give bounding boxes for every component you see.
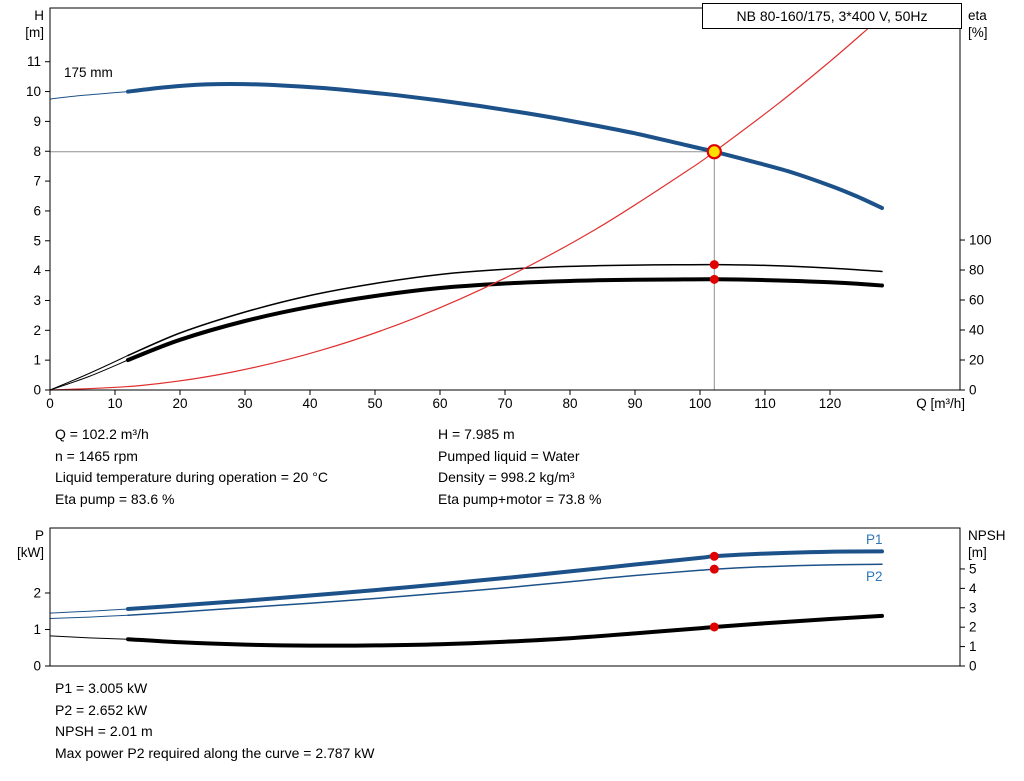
eta-pump-motor-point — [709, 274, 719, 284]
right-tick-label: 40 — [969, 323, 984, 338]
x-tick-label: 30 — [237, 396, 252, 411]
left-tick-label: 9 — [33, 114, 41, 129]
power-npsh-chart[interactable]: 0 1 2 0 1 2 3 4 5 P [kW] NPSH [m] P1 P2 — [17, 527, 1006, 674]
right-tick-label: 60 — [969, 293, 984, 308]
hq-eta-chart[interactable]: 0 10 20 30 40 50 60 70 80 90 100 110 120012345678910… — [25, 7, 992, 411]
x-tick-label: 0 — [46, 396, 54, 411]
pump-title-box: NB 80-160/175, 3*400 V, 50Hz — [702, 3, 962, 29]
info-flow: Q = 102.2 m³/h — [55, 426, 149, 442]
left-tick-label: 6 — [33, 203, 41, 218]
x-tick-label: 60 — [432, 396, 447, 411]
impeller-diameter-label: 175 mm — [64, 65, 113, 80]
p2-curve — [127, 563, 883, 617]
left-tick-label: 8 — [33, 144, 41, 159]
right-axis-title: [m] — [968, 545, 987, 560]
x-tick-label: 90 — [627, 396, 642, 411]
eta-pump-motor-curve — [126, 277, 884, 362]
right-tick-label: 1 — [969, 639, 977, 654]
right-tick-label: 4 — [969, 581, 977, 596]
left-tick-label: 10 — [26, 84, 41, 99]
info-liquid-temperature: Liquid temperature during operation = 20… — [55, 469, 328, 485]
info-head: H = 7.985 m — [438, 426, 515, 442]
info-eta-pump: Eta pump = 83.6 % — [55, 490, 175, 507]
left-tick-label: 2 — [33, 585, 41, 600]
npsh-curve — [126, 613, 884, 648]
left-tick-label: 2 — [33, 323, 41, 338]
info-density: Density = 998.2 kg/m³ — [438, 469, 575, 485]
info-eta-pump-motor: Eta pump+motor = 73.8 % — [438, 490, 602, 507]
left-axis-title: P — [35, 528, 44, 543]
head-curve — [126, 81, 884, 210]
info-p2: P2 = 2.652 kW — [55, 701, 148, 718]
left-tick-label: 4 — [33, 263, 41, 278]
curve-label-p2: P2 — [866, 569, 883, 584]
right-axis-title: NPSH — [968, 528, 1006, 543]
x-tick-label: 110 — [754, 396, 776, 411]
plot-frame — [49, 527, 961, 667]
info-npsh: NPSH = 2.01 m — [55, 723, 153, 739]
duty-info-left: Q = 102.2 m³/h n = 1465 rpm Liquid tempe… — [55, 424, 328, 510]
left-tick-label: 5 — [33, 233, 41, 248]
system-curve — [49, 27, 870, 391]
left-tick-label: 1 — [33, 353, 41, 368]
left-tick-label: 0 — [33, 659, 41, 674]
curve-label-p1: P1 — [866, 532, 883, 547]
right-tick-label: 5 — [969, 561, 977, 576]
x-tick-label: 50 — [367, 396, 382, 411]
right-tick-label: 80 — [969, 263, 984, 278]
x-tick-label: 40 — [302, 396, 317, 411]
x-tick-label: 70 — [497, 396, 512, 411]
info-p1: P1 = 3.005 kW — [55, 680, 148, 696]
npsh-point — [709, 622, 719, 632]
right-axis-title: eta — [968, 8, 987, 23]
p2-point — [709, 564, 719, 574]
x-axis-title: Q [m³/h] — [916, 396, 965, 411]
left-axis-title: H — [34, 8, 44, 23]
power-info-block: P1 = 3.005 kW P2 = 2.652 kW NPSH = 2.01 … — [55, 678, 374, 764]
x-tick-label: 100 — [689, 396, 712, 411]
left-tick-label: 1 — [33, 622, 41, 637]
right-tick-label: 20 — [969, 353, 984, 368]
x-tick-label: 120 — [819, 396, 842, 411]
x-tick-label: 80 — [562, 396, 577, 411]
right-tick-label: 100 — [969, 233, 992, 248]
info-pumped-liquid: Pumped liquid = Water — [438, 447, 580, 464]
p1-curve-thin — [49, 608, 129, 614]
duty-info-right: H = 7.985 m Pumped liquid = Water Densit… — [438, 424, 601, 510]
right-tick-label: 0 — [969, 383, 977, 398]
left-tick-label: 3 — [33, 293, 41, 308]
info-max-power: Max power P2 required along the curve = … — [55, 744, 375, 761]
right-tick-label: 2 — [969, 620, 977, 635]
info-speed: n = 1465 rpm — [55, 447, 138, 464]
plot-frame — [49, 7, 961, 391]
p1-point — [709, 551, 719, 561]
eta-pump-point — [709, 260, 719, 270]
right-axis-title: [%] — [968, 25, 988, 40]
left-tick-label: 0 — [33, 383, 41, 398]
x-tick-label: 10 — [107, 396, 122, 411]
p1-curve — [126, 549, 884, 611]
right-tick-label: 0 — [969, 659, 977, 674]
right-tick-label: 3 — [969, 600, 977, 615]
duty-point[interactable] — [706, 144, 722, 160]
eta-pump-motor-thin — [49, 359, 129, 391]
head-curve-thin — [49, 91, 129, 100]
p2-curve-thin — [49, 614, 129, 619]
left-axis-title: [m] — [25, 25, 44, 40]
left-tick-label: 7 — [33, 174, 41, 189]
eta-pump-curve — [127, 263, 883, 357]
eta-pump-thin — [49, 355, 129, 391]
left-axis-title: [kW] — [17, 545, 44, 560]
x-tick-label: 20 — [172, 396, 187, 411]
npsh-curve-thin — [49, 635, 129, 640]
left-tick-label: 11 — [27, 54, 41, 69]
